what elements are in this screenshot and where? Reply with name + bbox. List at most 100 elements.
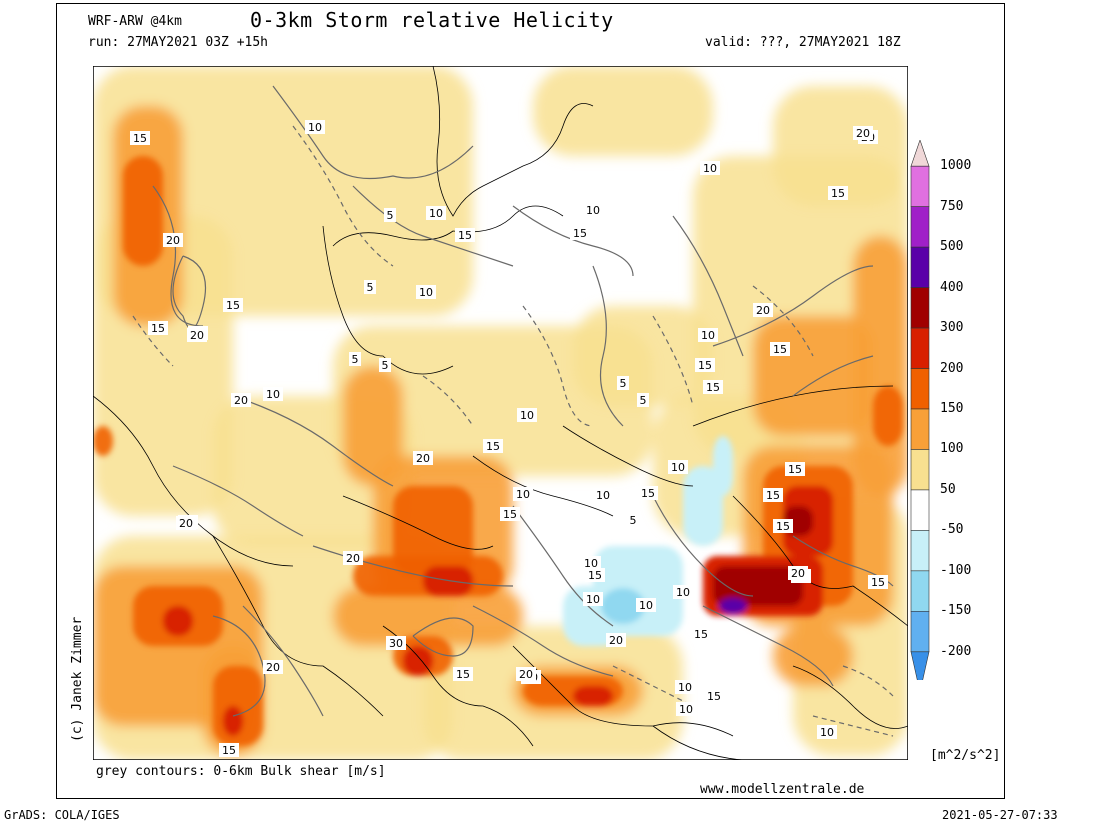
contour-label: 15	[456, 668, 470, 681]
contour-label: 15	[458, 229, 472, 242]
colorbar-swatch	[910, 449, 930, 491]
shear-contour-dashed	[752, 285, 814, 357]
contour-label-bg	[263, 660, 283, 674]
contour-label-bg	[187, 328, 207, 342]
model-label: WRF-ARW @4km	[88, 14, 182, 29]
contour-label: 20	[791, 567, 805, 580]
colorbar-tick-label: 150	[940, 401, 964, 416]
contour-label: 5	[630, 514, 637, 527]
contour-label: 10	[678, 681, 692, 694]
contour-label: 20	[266, 661, 280, 674]
contour-label: 20	[519, 668, 533, 681]
contour-label: 15	[151, 322, 165, 335]
contour-label: 15	[226, 299, 240, 312]
contour-label-bg	[416, 285, 436, 299]
contour-label-bg	[828, 186, 848, 200]
contour-label: 20	[856, 127, 870, 140]
colorbar-tick-label: 100	[940, 441, 964, 457]
helicity-zone-strong	[873, 386, 903, 446]
colorbar-tick-label: -200	[940, 643, 972, 659]
contour-label-bg	[788, 566, 808, 580]
contour-label-bg	[426, 206, 446, 220]
contour-label-bg	[453, 667, 473, 681]
colorbar-tick-label: 500	[940, 239, 964, 255]
colorbar-tick-label: 1000	[940, 158, 972, 174]
contour-label-bg	[675, 680, 695, 694]
contours-note: grey contours: 0-6km Bulk shear [m/s]	[96, 764, 386, 779]
helicity-zone-strong	[123, 156, 163, 266]
contour-label: 10	[419, 286, 433, 299]
helicity-zone-moderate	[343, 366, 403, 486]
contour-label-bg	[379, 358, 391, 372]
contour-label-bg	[413, 451, 433, 465]
colorbar-swatch	[910, 489, 930, 531]
contour-label-bg	[581, 556, 601, 570]
contour-label-bg	[231, 393, 251, 407]
contour-label-bg	[455, 228, 475, 242]
contour-label-bg	[691, 627, 711, 641]
helicity-zone-moderate	[333, 586, 523, 646]
colorbar-swatch	[910, 611, 930, 653]
shear-contour-dashed	[842, 665, 894, 697]
helicity-zone-strong	[393, 486, 473, 576]
colorbar-tick-label: 300	[940, 320, 964, 336]
colorbar-swatch	[910, 368, 930, 410]
contour-label: 15	[706, 381, 720, 394]
coastline-path	[432, 66, 594, 217]
run-info: run: 27MAY2021 03Z +15h	[88, 35, 269, 50]
colorbar-swatch	[910, 570, 930, 612]
contour-label: 15	[588, 569, 602, 582]
contour-label-bg	[703, 380, 723, 394]
contour-label-bg	[785, 462, 805, 476]
contour-label: 10	[703, 162, 717, 175]
contour-label: 30	[389, 637, 403, 650]
contour-label-bg	[570, 226, 590, 240]
coastline-path	[792, 665, 908, 729]
shear-contour-dashed	[132, 315, 174, 367]
colorbar-tick-label: 50	[940, 481, 956, 497]
contour-label: 15	[707, 690, 721, 703]
shear-contour	[232, 395, 394, 487]
contour-label: 10	[429, 207, 443, 220]
shear-contour	[172, 465, 304, 537]
contour-label: 20	[179, 517, 193, 530]
contour-label: 15	[871, 576, 885, 589]
contour-label: 15	[641, 487, 655, 500]
shear-contour	[352, 185, 514, 267]
contour-label: 20	[234, 394, 248, 407]
shear-contour-dashed	[422, 375, 474, 427]
contour-label-bg	[668, 460, 688, 474]
contour-label: 15	[831, 187, 845, 200]
contour-label-bg	[770, 342, 790, 356]
colorbar-tick-label: 750	[940, 198, 964, 214]
helicity-zone-moderate	[753, 316, 873, 436]
contour-label-bg	[163, 233, 183, 247]
contour-label-bg	[704, 689, 724, 703]
figure-frame	[56, 3, 1005, 799]
helicity-fill-layer	[93, 66, 908, 760]
contour-label: 15	[698, 359, 712, 372]
shear-contour	[512, 505, 614, 627]
software-credit: GrADS: COLA/IGES	[4, 808, 120, 822]
website-link[interactable]: www.modellzentrale.de	[700, 782, 865, 797]
colorbar-swatch	[910, 165, 930, 207]
contour-label: 15	[766, 489, 780, 502]
contour-label-bg	[305, 120, 325, 134]
coastline-path	[332, 205, 564, 247]
contour-label: 10	[671, 461, 685, 474]
contour-label: 20	[166, 234, 180, 247]
contour-label-bg	[513, 487, 533, 501]
contour-label: 10	[679, 703, 693, 716]
generation-timestamp: 2021-05-27-07:33	[942, 808, 1058, 822]
colorbar-swatch	[910, 246, 930, 288]
contour-label: 5	[352, 353, 359, 366]
contour-label: 10	[596, 489, 610, 502]
contour-label: 10	[520, 409, 534, 422]
valid-time: valid: ???, 27MAY2021 18Z	[705, 35, 901, 50]
shear-contour	[792, 355, 874, 397]
helicity-zone-negative	[713, 436, 733, 496]
contour-label: 5	[367, 281, 374, 294]
contour-label-bg	[636, 598, 656, 612]
colorbar-swatches	[910, 139, 930, 693]
shear-contour-dashed	[292, 125, 394, 267]
